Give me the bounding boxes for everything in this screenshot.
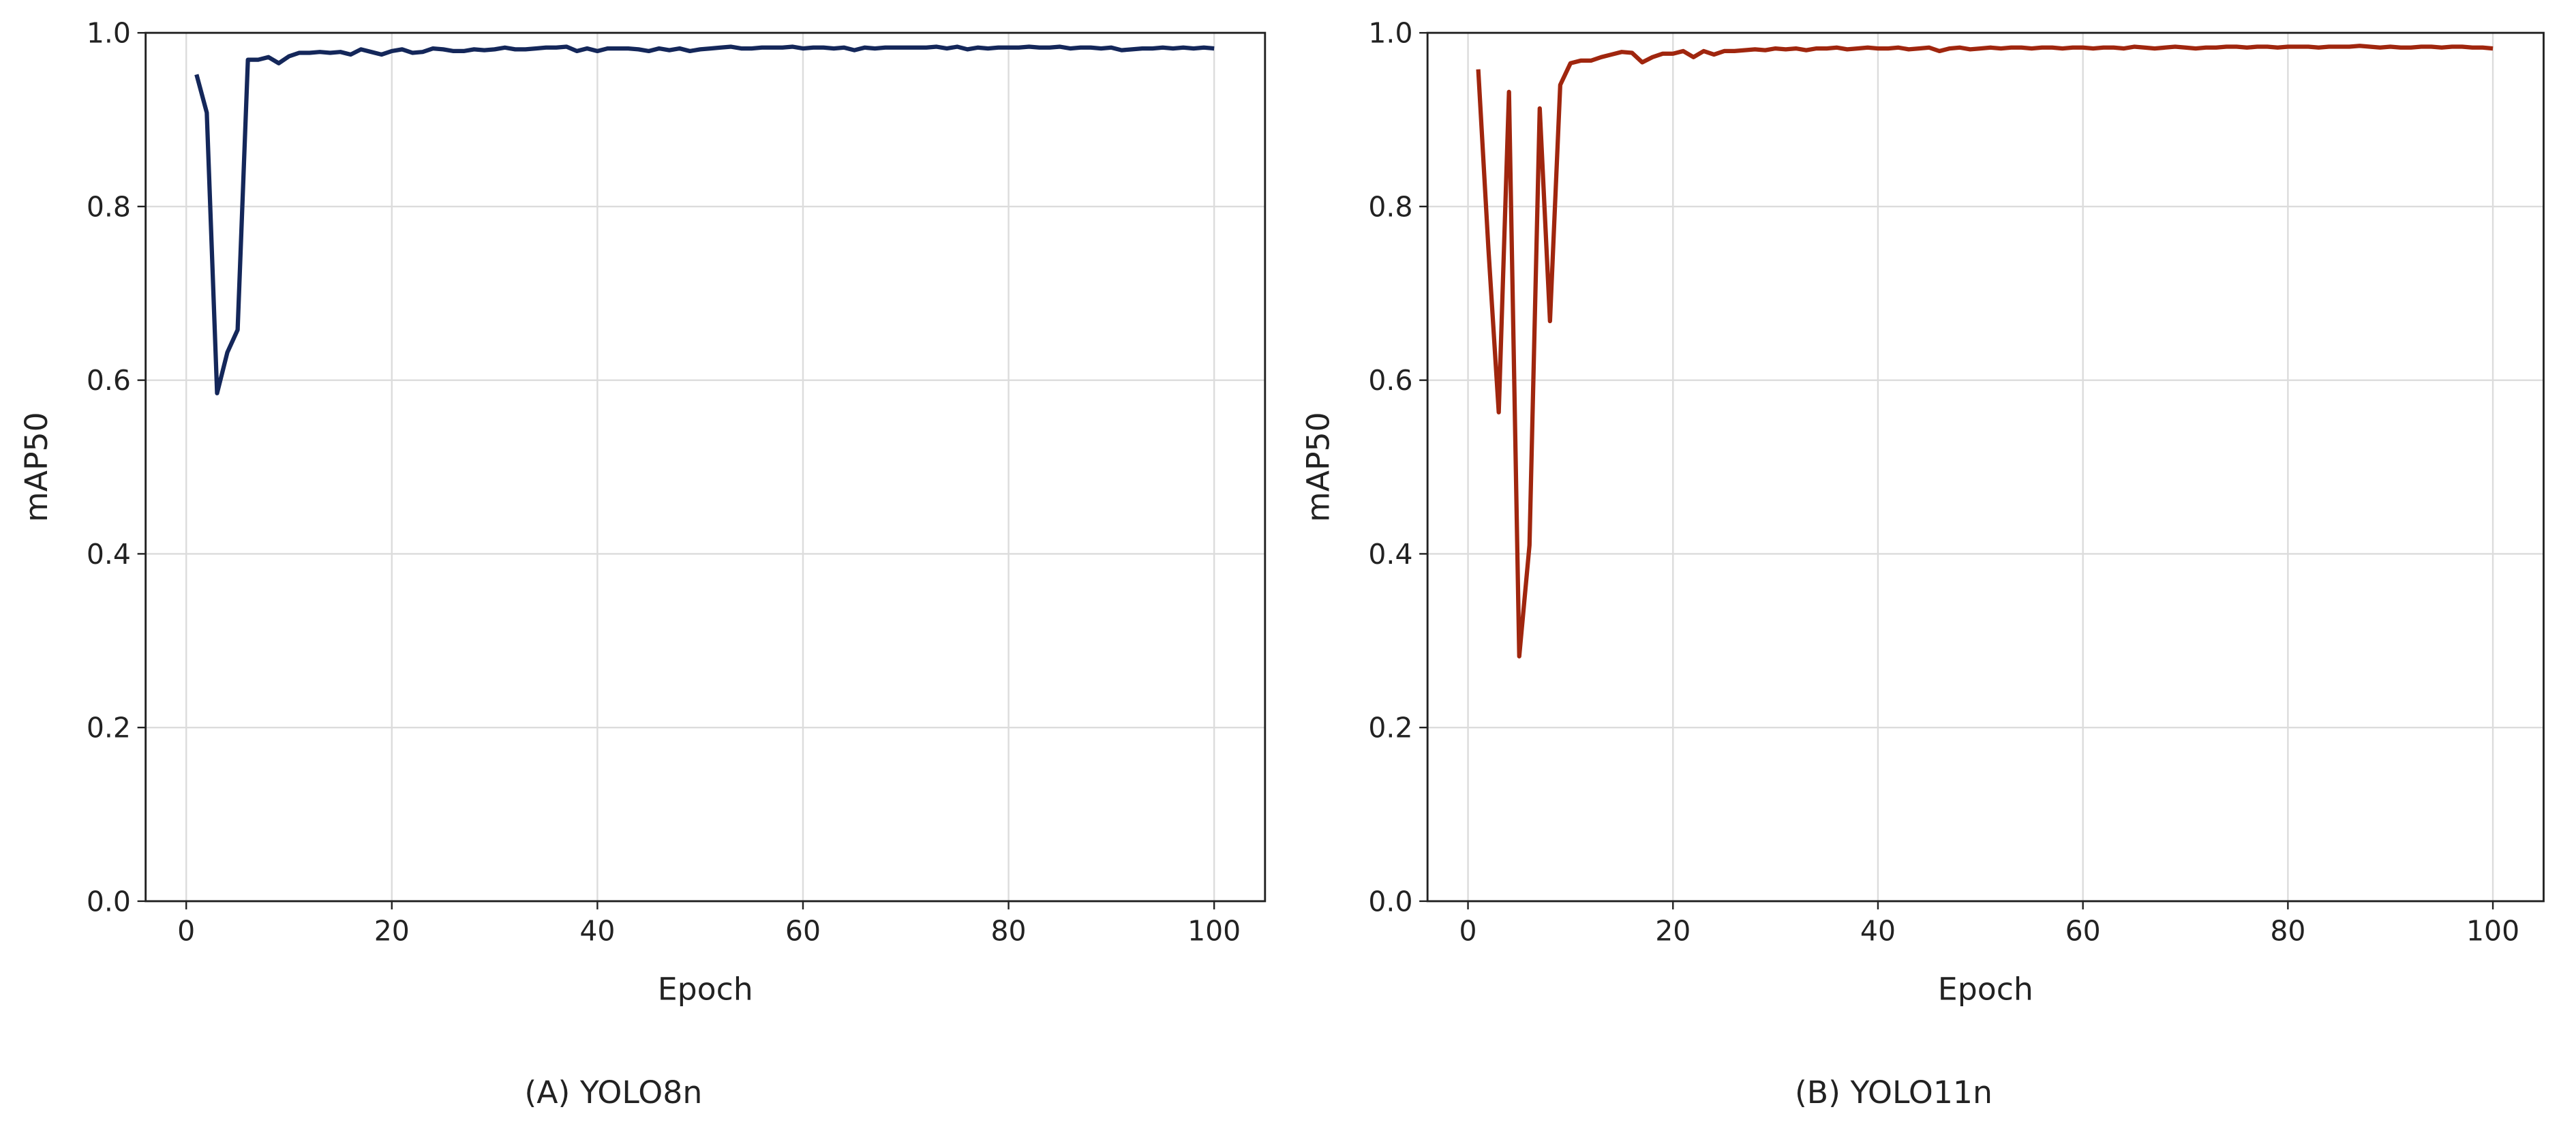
x-tick-label: 40 [1860, 915, 1896, 948]
x-tick-label: 60 [785, 915, 821, 948]
plot-frame [1426, 31, 2545, 903]
y-axis-label: mAP50 [18, 412, 55, 522]
y-tick-label: 0.8 [87, 190, 131, 223]
x-tick-label: 20 [374, 915, 410, 948]
y-tick-label: 0.4 [87, 538, 131, 571]
x-tick-label: 80 [2270, 915, 2305, 948]
x-tick-label: 0 [177, 915, 195, 948]
caption: (B) YOLO11n [1795, 1074, 1992, 1111]
y-tick-label: 1.0 [87, 17, 131, 50]
x-tick-label: 60 [2065, 915, 2101, 948]
y-tick-label: 0.4 [1368, 538, 1412, 571]
y-tick-label: 0.0 [1368, 885, 1412, 918]
x-tick-label: 0 [1459, 915, 1477, 948]
x-tick-label: 20 [1655, 915, 1691, 948]
y-tick-label: 0.6 [87, 364, 131, 397]
y-tick-label: 0.2 [1368, 712, 1412, 744]
series-line [194, 44, 1215, 395]
x-tick-label: 100 [2466, 915, 2519, 948]
y-tick-label: 1.0 [1368, 17, 1412, 50]
y-tick-label: 0.2 [87, 712, 131, 744]
x-tick-label: 40 [579, 915, 615, 948]
x-tick-label: 100 [1187, 915, 1241, 948]
plot-frame [145, 31, 1267, 903]
y-tick-label: 0.8 [1368, 190, 1412, 223]
x-axis-label: Epoch [658, 971, 753, 1007]
caption: (A) YOLO8n [524, 1074, 702, 1111]
y-axis-label: mAP50 [1301, 412, 1337, 522]
y-tick-label: 0.6 [1368, 364, 1412, 397]
series-line [1476, 44, 2494, 659]
y-tick-label: 0.0 [87, 885, 131, 918]
x-axis-label: Epoch [1938, 971, 2033, 1007]
x-tick-label: 80 [991, 915, 1027, 948]
